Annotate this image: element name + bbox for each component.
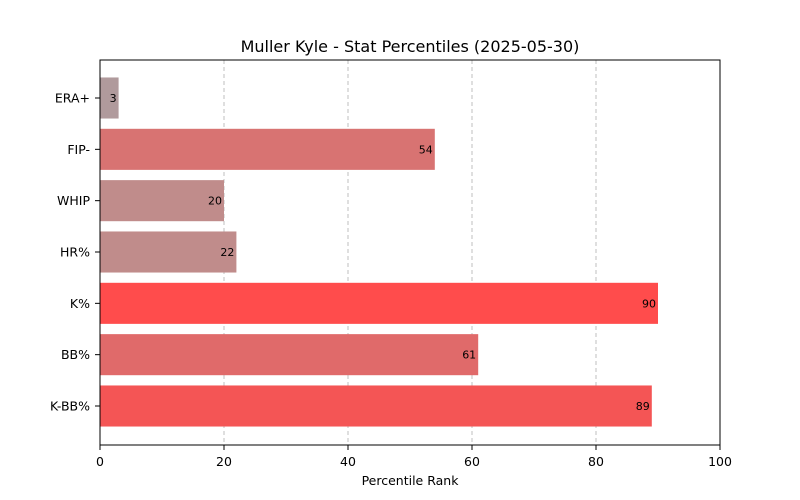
- bar: [100, 334, 479, 376]
- x-axis-label: Percentile Rank: [362, 473, 460, 488]
- chart-title: Muller Kyle - Stat Percentiles (2025-05-…: [241, 37, 580, 56]
- bar-value-label: 90: [642, 297, 656, 310]
- y-tick-label: FIP-: [67, 142, 90, 157]
- y-tick-label: K%: [70, 296, 90, 311]
- x-tick-label: 20: [216, 454, 232, 469]
- y-tick-label: HR%: [60, 245, 90, 260]
- bar-value-label: 61: [462, 349, 476, 362]
- plot-frame: [99, 59, 721, 446]
- bar-value-label: 20: [208, 195, 222, 208]
- bar: [100, 282, 658, 324]
- bar: [100, 180, 224, 222]
- x-tick-label: 80: [588, 454, 604, 469]
- y-tick-label: WHIP: [57, 193, 90, 208]
- y-tick-label: K-BB%: [50, 399, 90, 414]
- bar-value-label: 3: [110, 92, 117, 105]
- bar-value-label: 22: [220, 246, 234, 259]
- y-tick-label: ERA+: [55, 91, 90, 106]
- bars: 3 54 20 22 90 61 89: [100, 77, 658, 427]
- x-tick-label: 60: [464, 454, 480, 469]
- x-axis-ticks: 0 20 40 60 80 100: [96, 445, 732, 469]
- bar: [100, 128, 435, 170]
- bar: [100, 385, 652, 427]
- x-tick-label: 0: [96, 454, 104, 469]
- bar: [100, 77, 119, 119]
- y-axis-ticks: ERA+ FIP- WHIP HR% K% BB% K-BB%: [50, 91, 100, 414]
- bar-value-label: 89: [636, 400, 650, 413]
- bar: [100, 231, 237, 273]
- x-tick-label: 40: [340, 454, 356, 469]
- bar-value-label: 54: [419, 143, 433, 156]
- x-tick-label: 100: [708, 454, 732, 469]
- y-tick-label: BB%: [61, 347, 90, 362]
